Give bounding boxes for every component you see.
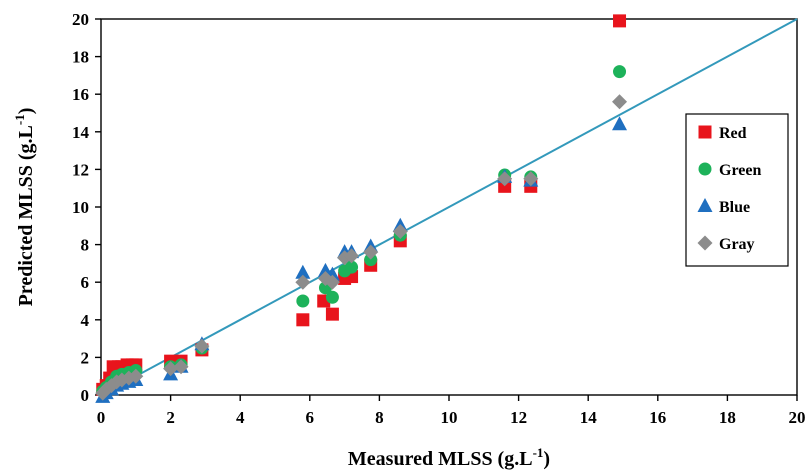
gray-point [114,372,130,388]
legend-marker-green [698,162,712,176]
x-tick-label: 14 [580,408,598,427]
gray-point [295,274,311,290]
red-point [613,14,627,28]
y-tick-label: 18 [72,48,89,67]
gray-point [163,361,179,377]
y-tick-label: 0 [81,386,90,405]
data-points [95,14,628,403]
x-tick-label: 16 [649,408,666,427]
green-point [296,294,310,308]
y-tick-label: 10 [72,198,89,217]
legend-item-red: Red [698,125,747,142]
gray-point [392,223,408,239]
green-point [613,65,627,79]
y-tick-label: 2 [81,348,90,367]
red-point [325,307,339,321]
series-gray [95,94,628,401]
legend-marker-red [698,125,712,139]
y-tick-label: 6 [81,273,90,292]
blue-point [295,264,311,279]
y-axis-title: Predicted MLSS (g.L-1) [12,108,37,307]
gray-point [363,244,379,260]
legend-item-blue: Blue [697,198,750,216]
x-tick-label: 18 [719,408,736,427]
legend-marker-blue [697,198,713,212]
gray-point [194,338,210,354]
x-tick-label: 2 [166,408,175,427]
x-axis-title: Measured MLSS (g.L-1) [348,445,550,470]
red-point [498,179,512,193]
gray-point [128,368,144,384]
green-point [345,260,359,274]
gray-point [612,94,628,110]
y-tick-label: 4 [81,311,90,330]
legend-item-gray: Gray [697,235,755,253]
reference-line [100,18,798,396]
legend-items: Red Green Blue Gray [697,125,761,253]
legend-label: Red [719,125,747,142]
legend-label: Green [719,162,761,179]
gray-point [337,250,353,266]
red-point [296,313,310,327]
x-tick-label: 10 [441,408,458,427]
legend-marker-gray [697,235,713,251]
green-point [364,253,378,267]
blue-point [612,116,628,131]
y-tick-label: 14 [72,123,90,142]
x-tick-label: 8 [375,408,384,427]
legend-item-green: Green [698,162,761,179]
gray-point [523,171,539,187]
gray-point [497,171,513,187]
y-tick-label: 8 [81,236,90,255]
axis-ticks [95,18,798,401]
legend-label: Blue [719,199,750,216]
legend-label: Gray [719,236,755,253]
gray-point [173,359,189,375]
y-tick-label: 12 [72,160,89,179]
x-tick-label: 6 [306,408,315,427]
y-tick-labels: 0 2 4 6 8 10 12 14 16 18 20 [72,10,90,405]
y-tick-label: 20 [72,10,89,29]
x-tick-labels: 0 2 4 6 8 10 12 14 16 18 20 [97,408,806,427]
series-red [96,14,627,396]
series-green [96,65,627,398]
legend: Red Green Blue Gray [685,113,789,267]
green-point [325,290,339,304]
x-tick-label: 0 [97,408,106,427]
gray-point [324,274,340,290]
x-tick-label: 4 [236,408,245,427]
gray-point [344,248,360,264]
x-tick-label: 20 [789,408,806,427]
x-tick-label: 12 [510,408,527,427]
y-tick-label: 16 [72,85,89,104]
